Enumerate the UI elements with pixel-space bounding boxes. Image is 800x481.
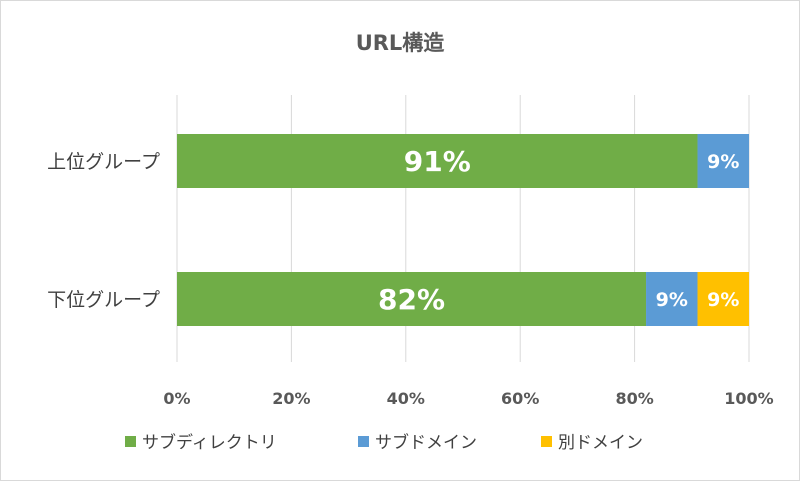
legend-swatch xyxy=(358,436,369,447)
bar-segment xyxy=(177,272,647,326)
bar-segment xyxy=(646,272,698,326)
bar-segment xyxy=(697,272,749,326)
x-tick-label: 60% xyxy=(501,389,539,408)
bars: 91% 9% 82% 9% 9% xyxy=(177,134,749,326)
category-label: 上位グループ xyxy=(47,151,160,173)
legend-label: 別ドメイン xyxy=(558,433,643,453)
legend-label: サブディレクトリ xyxy=(142,432,277,453)
data-label: 9% xyxy=(707,151,739,173)
data-label: 91% xyxy=(404,145,471,178)
category-label: 下位グループ xyxy=(47,289,160,311)
legend-label: サブドメイン xyxy=(375,432,477,453)
x-tick-label: 20% xyxy=(272,389,310,408)
legend-swatch xyxy=(125,436,136,447)
x-tick-label: 80% xyxy=(615,389,653,408)
data-label: 9% xyxy=(656,289,688,311)
x-tick-label: 100% xyxy=(724,389,773,408)
x-tick-label: 40% xyxy=(387,389,425,408)
legend-swatch xyxy=(541,436,552,447)
x-axis-ticks: 0% 20% 40% 60% 80% 100% xyxy=(163,389,773,408)
data-label: 9% xyxy=(707,289,739,311)
legend: サブディレクトリ サブドメイン 別ドメイン xyxy=(125,432,643,453)
chart-title: URL構造 xyxy=(356,31,446,55)
x-tick-label: 0% xyxy=(163,389,190,408)
bar-segment xyxy=(697,134,749,188)
data-label: 82% xyxy=(378,283,445,316)
bar-segment xyxy=(177,134,698,188)
